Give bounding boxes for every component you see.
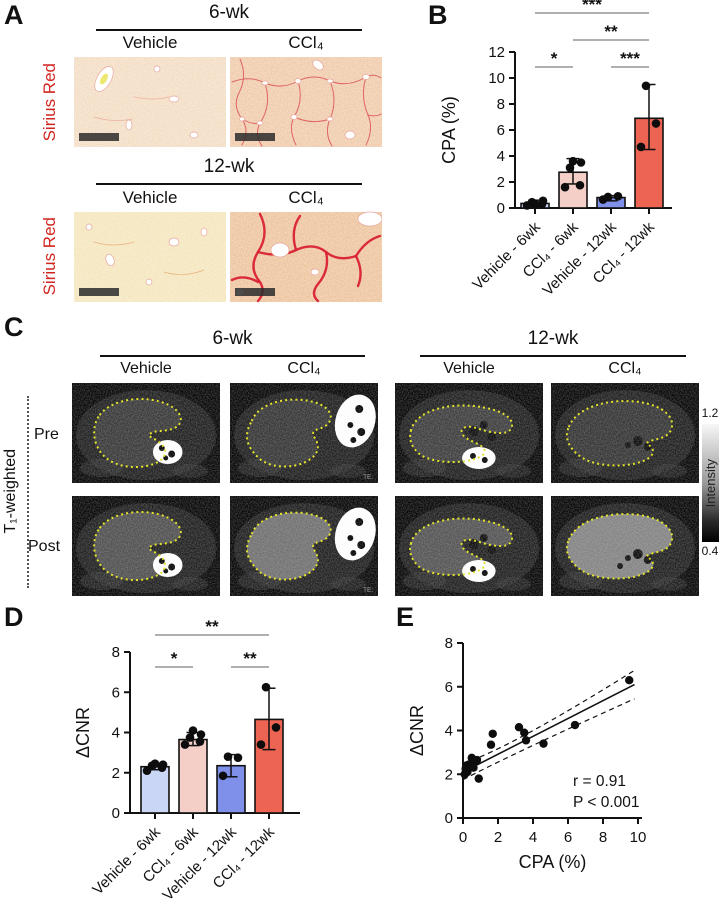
svg-text:12: 12 [488, 44, 505, 61]
header-underline [96, 183, 362, 185]
svg-text:0: 0 [112, 805, 120, 822]
stain-label-wrap: Sirius Red [40, 57, 60, 147]
svg-text:*: * [551, 49, 558, 68]
svg-text:4: 4 [497, 148, 505, 165]
histology-image-vehicle-12wk [74, 212, 226, 302]
row-label-pre: Pre [34, 426, 59, 443]
svg-text:6: 6 [564, 829, 572, 846]
svg-text:**: ** [243, 649, 257, 668]
cpa-bar-chart: 0 2 4 6 8 10 12 Vehicle - 6wk CCl₄ - 6wk Vehicle … [425, 0, 725, 310]
svg-text:6: 6 [112, 684, 120, 701]
intensity-label: Intensity [702, 458, 718, 508]
header-underline [420, 355, 686, 357]
svg-text:r = 0.91: r = 0.91 [573, 773, 626, 790]
timepoint-header-12wk: 12-wk [527, 328, 579, 349]
modality-bracket-line [27, 396, 29, 588]
svg-text:4: 4 [529, 829, 537, 846]
panel-c-label: C [4, 312, 24, 342]
svg-text:10: 10 [630, 829, 647, 846]
panel-b-label: B [428, 0, 448, 30]
row-label-post: Post [28, 538, 61, 555]
column-label-vehicle: Vehicle [443, 360, 495, 377]
intensity-colorbar [702, 424, 719, 542]
histology-image-vehicle-6wk [74, 57, 226, 147]
cnr-cpa-scatter-chart: 0 2 4 6 8 0 2 4 6 8 10 r = 0.91 P < 0.001 CPA (%) ΔCNR [395, 600, 725, 915]
svg-text:2: 2 [497, 174, 505, 191]
svg-text:8: 8 [112, 644, 120, 661]
column-label-ccl4: CCl₄ [287, 360, 321, 377]
header-underline [100, 355, 365, 357]
panel-e-label: E [396, 602, 415, 632]
stain-label-wrap: Sirius Red [40, 212, 60, 300]
svg-text:0: 0 [497, 200, 505, 217]
svg-text:8: 8 [599, 829, 607, 846]
timepoint-header-6wk: 6-wk [208, 2, 250, 23]
column-label-vehicle: Vehicle [120, 360, 172, 377]
svg-text:2: 2 [112, 765, 120, 782]
colorbar-max-label: 1.2 [701, 406, 719, 420]
column-label-vehicle: Vehicle [122, 33, 178, 52]
svg-text:0: 0 [445, 810, 453, 827]
svg-text:0: 0 [459, 829, 467, 846]
mri-image-post-vehicle-6wk [72, 496, 220, 596]
mri-image-post-vehicle-12wk [395, 496, 543, 596]
svg-text:***: *** [620, 49, 640, 68]
svg-text:CPA (%): CPA (%) [439, 96, 459, 164]
histology-image-ccl4-6wk [230, 57, 382, 147]
svg-text:CPA (%): CPA (%) [519, 852, 587, 872]
timepoint-header-12wk: 12-wk [203, 156, 255, 177]
svg-text:2: 2 [445, 766, 453, 783]
svg-text:TE:: TE: [363, 474, 373, 481]
svg-text:**: ** [604, 22, 618, 41]
svg-text:ΔCNR: ΔCNR [407, 705, 427, 756]
column-label-ccl4: CCl₄ [608, 360, 642, 377]
svg-text:8: 8 [497, 96, 505, 113]
sirius-red-label: Sirius Red [40, 62, 59, 142]
header-underline [96, 29, 362, 31]
svg-text:4: 4 [112, 725, 120, 742]
svg-text:**: ** [205, 617, 219, 636]
sirius-red-label: Sirius Red [40, 216, 59, 296]
svg-text:2: 2 [494, 829, 502, 846]
timepoint-header-6wk: 6-wk [212, 328, 253, 349]
svg-text:10: 10 [488, 70, 505, 87]
mri-image-pre-vehicle-6wk [72, 383, 220, 483]
svg-text:P < 0.001: P < 0.001 [573, 794, 640, 811]
cnr-bar-chart: 0 2 4 6 8 Vehicle - 6wk CCl₄ - 6wk Vehicle - 12… [55, 600, 385, 915]
mri-image-pre-ccl4-6wk: TE: [230, 383, 378, 483]
svg-text:4: 4 [445, 723, 453, 740]
panel-d-label: D [4, 602, 24, 632]
t1-weighted-label: T₁-weighted [2, 448, 19, 534]
svg-text:8: 8 [445, 635, 453, 652]
colorbar-label-wrap: Intensity [700, 428, 720, 538]
mri-image-post-ccl4-6wk: TE: [230, 496, 378, 596]
mri-image-pre-ccl4-12wk [551, 383, 699, 483]
svg-text:*: * [171, 649, 178, 668]
colorbar-min-label: 0.4 [701, 544, 719, 558]
svg-text:ΔCNR: ΔCNR [73, 707, 93, 758]
column-label-ccl4: CCl₄ [288, 33, 324, 52]
mri-image-pre-vehicle-12wk [395, 383, 543, 483]
svg-text:TE:: TE: [363, 587, 373, 594]
svg-text:***: *** [582, 0, 602, 14]
column-label-ccl4: CCl₄ [288, 188, 324, 207]
svg-text:6: 6 [497, 122, 505, 139]
histology-image-ccl4-12wk [230, 211, 383, 303]
svg-text:6: 6 [445, 679, 453, 696]
mri-image-post-ccl4-12wk [551, 496, 699, 596]
column-label-vehicle: Vehicle [122, 188, 178, 207]
modality-label-wrap: T₁-weighted [0, 398, 22, 584]
panel-a-label: A [4, 0, 24, 30]
